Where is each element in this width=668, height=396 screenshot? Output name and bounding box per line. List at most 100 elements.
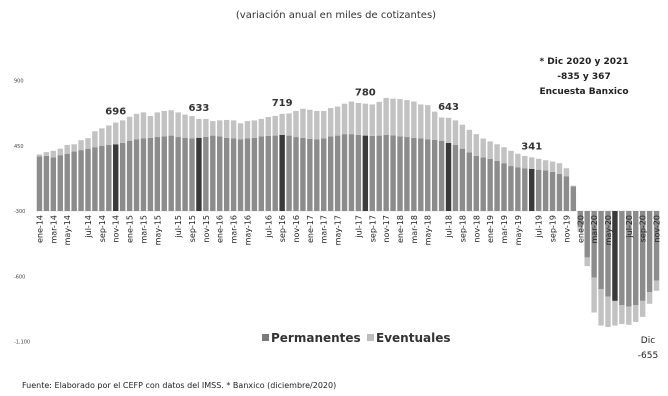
bar-permanentes: [223, 137, 230, 211]
bar-eventuales: [376, 101, 382, 136]
bar-permanentes: [237, 139, 244, 211]
bar-eventuales: [57, 148, 63, 156]
bar-permanentes: [452, 145, 459, 211]
bar-permanentes: [154, 137, 161, 211]
bar-permanentes: [321, 138, 327, 211]
bar-eventuales: [556, 163, 563, 175]
bar-eventuales: [334, 106, 341, 136]
bar-eventuales: [321, 110, 327, 139]
bar-permanentes: [78, 150, 84, 211]
legend-label-eventuales: Eventuales: [376, 331, 450, 345]
bar-permanentes: [189, 138, 195, 211]
bar-eventuales: [633, 305, 639, 322]
y-tick-label: -300: [14, 209, 25, 215]
legend-label-permanentes: Permanentes: [271, 331, 361, 345]
bar-permanentes: [605, 211, 611, 297]
bar-permanentes: [390, 135, 396, 211]
x-tick-label: jul-20: [625, 215, 634, 239]
bar-eventuales: [570, 185, 577, 187]
peak-labels: 696 633 719 780 643 341: [105, 88, 542, 153]
bar-eventuales: [237, 123, 244, 140]
bar-eventuales: [327, 108, 334, 137]
bar-permanentes: [133, 139, 140, 211]
bar-permanentes: [99, 145, 105, 211]
y-tick-label: 450: [14, 144, 24, 150]
x-tick-label: may-15: [153, 215, 162, 245]
bar-eventuales: [307, 109, 313, 139]
bar-eventuales: [154, 112, 161, 138]
bar-permanentes: [639, 211, 646, 301]
bar-eventuales: [522, 155, 528, 169]
bar-permanentes: [473, 155, 479, 211]
bar-eventuales: [113, 122, 119, 145]
x-tick-label: sep-14: [98, 215, 107, 242]
bar-eventuales: [99, 128, 105, 146]
bar-permanentes: [113, 144, 119, 211]
bar-permanentes: [515, 167, 521, 211]
bar-eventuales: [383, 97, 389, 135]
bar-eventuales: [203, 118, 209, 137]
bar-permanentes: [535, 169, 542, 211]
bar-permanentes: [182, 137, 188, 211]
bar-eventuales: [223, 119, 230, 138]
x-tick-label: nov-17: [382, 215, 391, 243]
bar-permanentes: [522, 168, 528, 211]
bar-eventuales: [431, 111, 438, 140]
bar-permanentes: [85, 148, 91, 211]
bar-eventuales: [230, 120, 237, 139]
bar-permanentes: [258, 136, 265, 211]
bar-permanentes: [210, 135, 216, 211]
annotation-line-1: * Dic 2020 y 2021: [539, 57, 628, 67]
bar-eventuales: [182, 114, 188, 138]
bar-eventuales: [542, 160, 549, 171]
bar-permanentes: [36, 156, 43, 211]
bar-permanentes: [570, 186, 577, 211]
x-tick-label: sep-15: [188, 215, 197, 242]
bar-permanentes: [57, 155, 63, 211]
bar-permanentes: [355, 134, 362, 212]
bar-permanentes: [529, 168, 535, 211]
bar-permanentes: [598, 211, 604, 290]
bar-eventuales: [639, 300, 646, 317]
y-tick-label: -1,100: [14, 340, 30, 346]
bar-permanentes: [126, 140, 133, 211]
bar-permanentes: [542, 170, 549, 211]
bar-eventuales: [244, 121, 251, 139]
bar-permanentes: [584, 211, 590, 258]
bar-permanentes: [438, 140, 445, 211]
bar-permanentes: [43, 155, 50, 211]
bar-eventuales: [140, 112, 147, 139]
bar-permanentes: [203, 136, 209, 211]
bar-permanentes: [251, 137, 258, 211]
bar-eventuales: [258, 118, 265, 137]
bar-permanentes: [106, 145, 112, 211]
x-tick-label: sep-20: [639, 215, 648, 242]
bar-eventuales: [494, 144, 500, 161]
x-tick-label: jul-17: [354, 215, 363, 239]
bar-permanentes: [265, 135, 271, 211]
y-axis-ticks: 900 450 -300 -600 -1,100: [14, 79, 30, 346]
bar-permanentes: [459, 148, 466, 211]
x-tick-label: mar-16: [230, 215, 239, 244]
x-tick-label: may-19: [514, 215, 523, 245]
bar-permanentes: [272, 135, 278, 211]
x-tick-label: mar-14: [49, 215, 58, 244]
x-tick-label: mar-18: [410, 215, 419, 244]
bar-eventuales: [286, 113, 292, 136]
bar-permanentes: [591, 211, 597, 278]
x-tick-label: nov-15: [202, 215, 211, 243]
x-tick-label: jul-19: [535, 215, 544, 239]
bar-eventuales: [106, 125, 112, 146]
bar-eventuales: [119, 120, 126, 143]
bar-permanentes: [556, 174, 563, 211]
x-tick-label: mar-17: [320, 215, 329, 244]
bar-eventuales: [43, 152, 50, 156]
bar-eventuales: [217, 120, 223, 137]
bar-eventuales: [362, 103, 369, 136]
bar-eventuales: [168, 110, 174, 136]
bar-permanentes: [549, 171, 556, 211]
x-tick-label: may-18: [424, 215, 433, 245]
x-tick-label: nov-16: [292, 215, 301, 243]
annotation-line-2: -835 y 367: [557, 72, 610, 82]
